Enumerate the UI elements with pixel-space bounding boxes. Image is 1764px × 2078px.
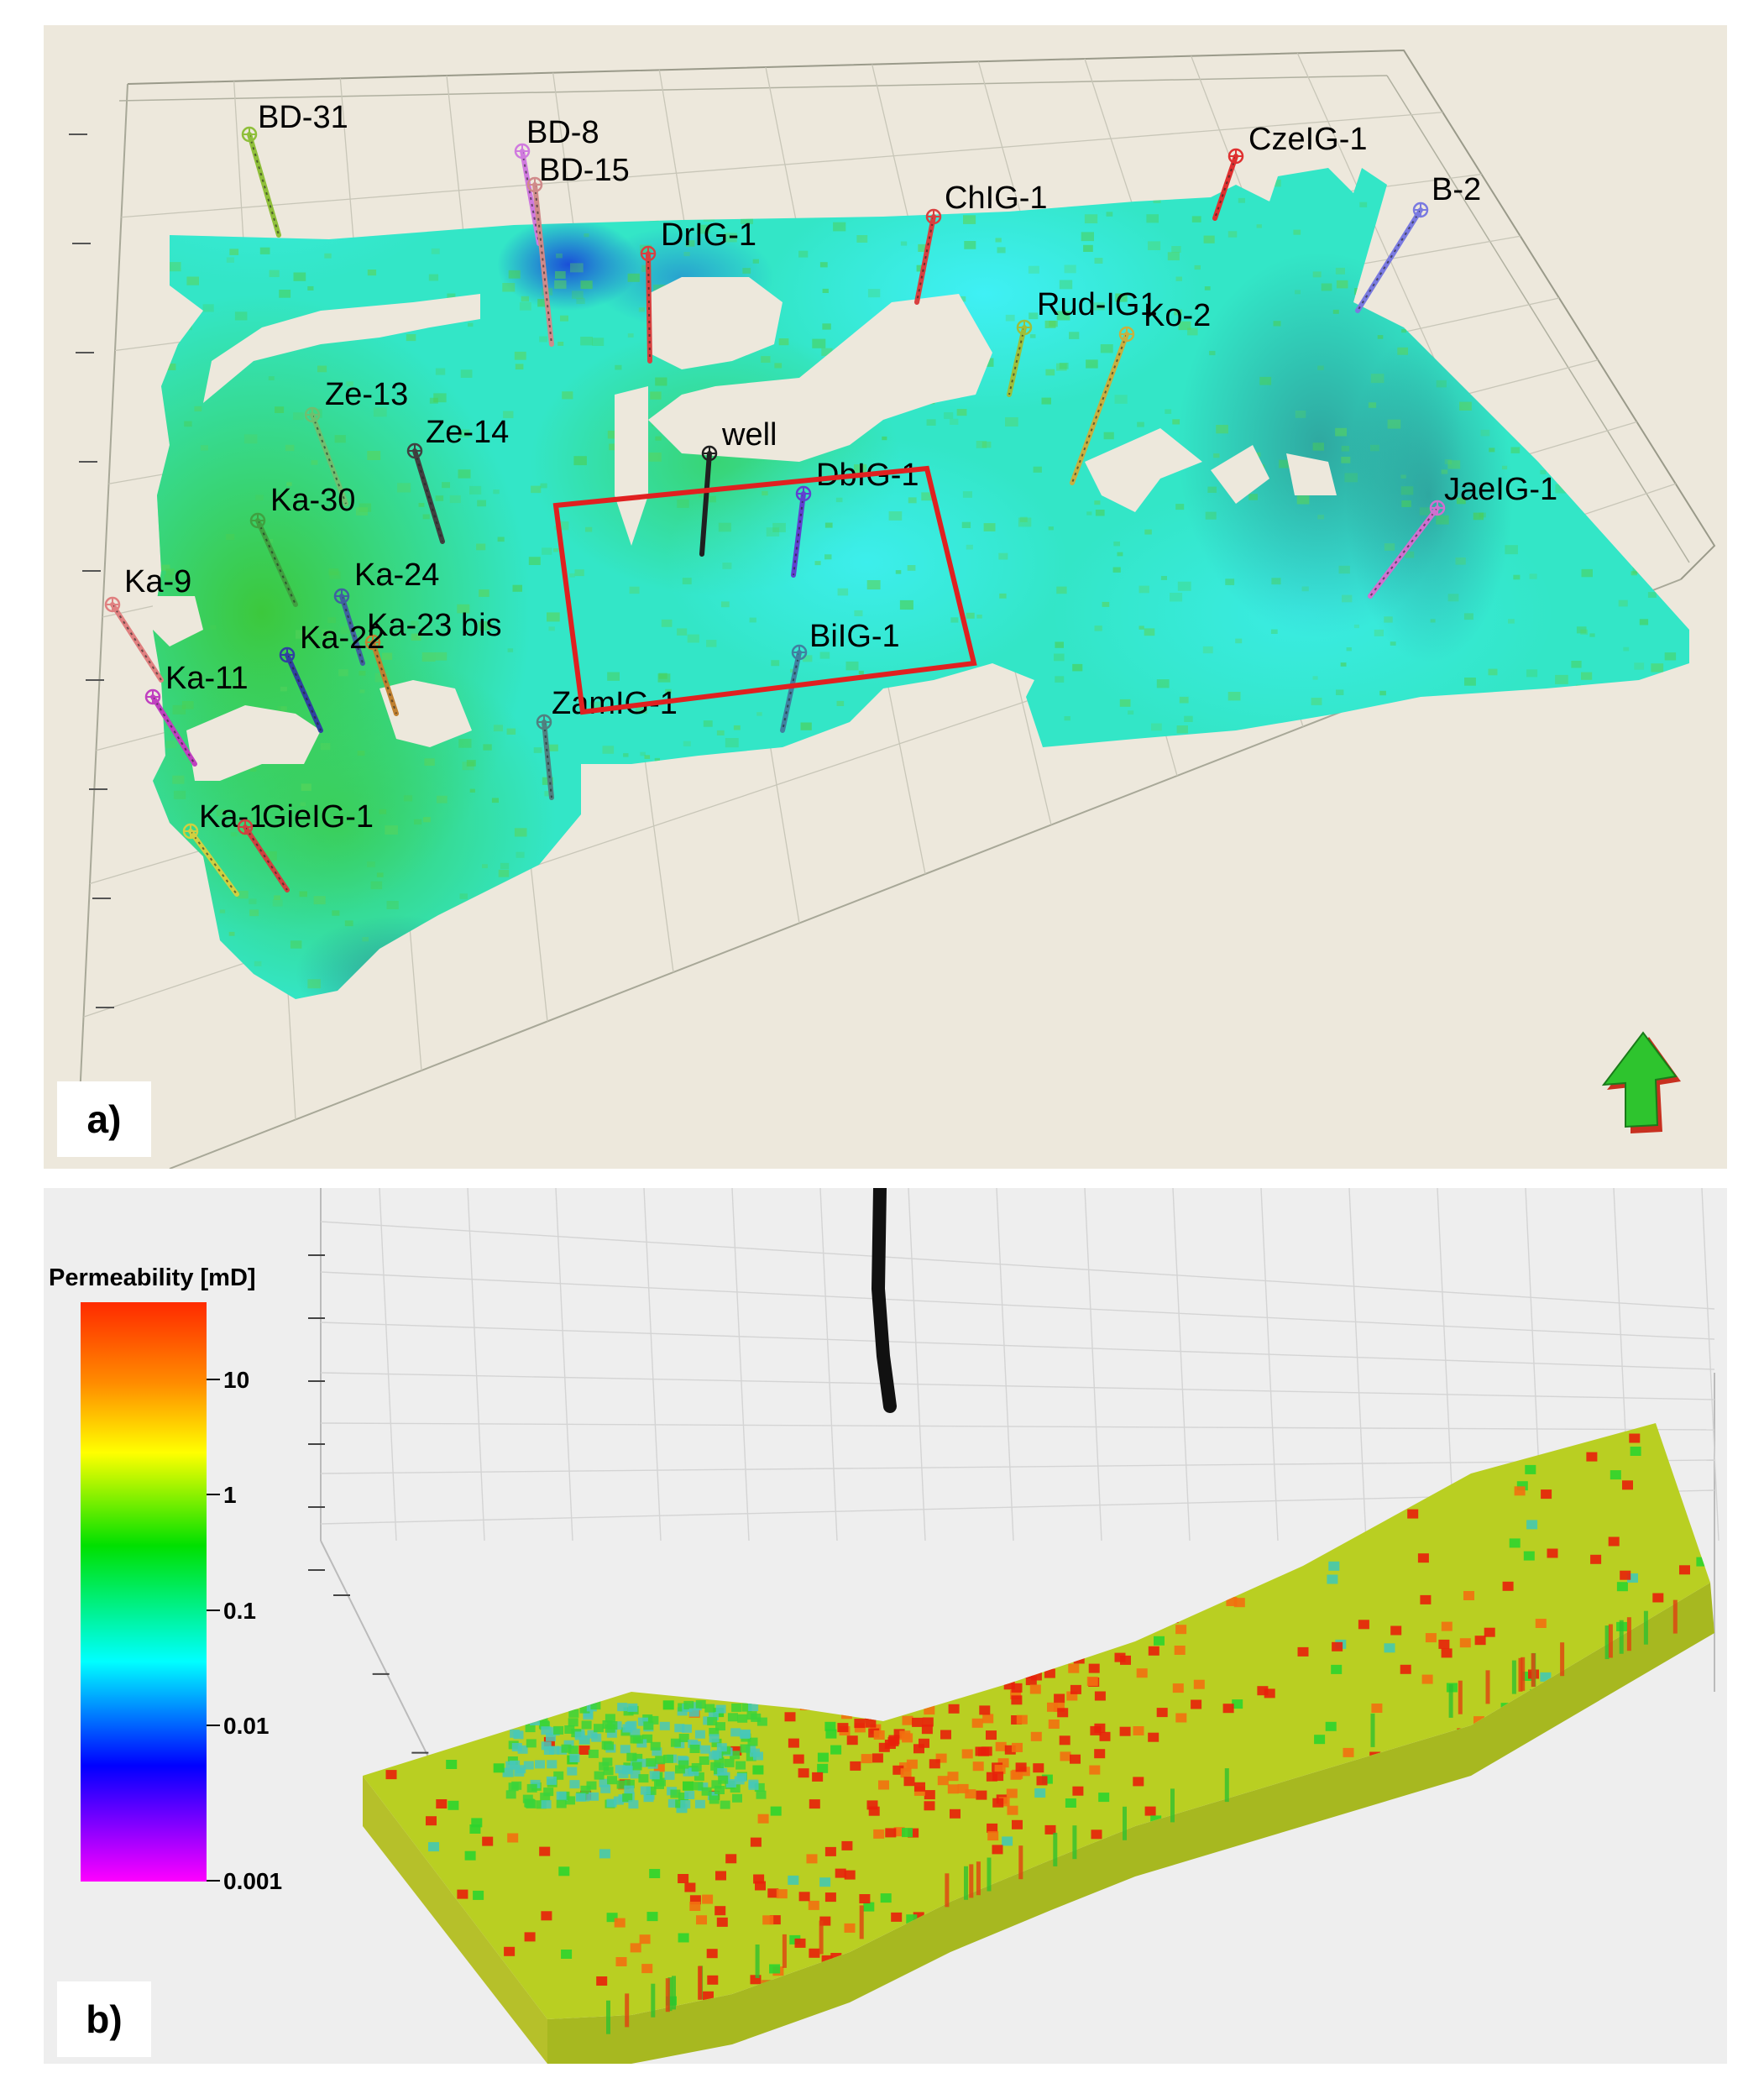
well-bd-31[interactable]: BD-31: [241, 100, 348, 238]
well-ka-22[interactable]: Ka-22: [279, 620, 385, 733]
well-label: BD-31: [258, 100, 348, 135]
colorbar-tick-label: 0.01: [223, 1713, 270, 1739]
well-b-2[interactable]: B-2: [1355, 172, 1481, 313]
well-head-marker: [279, 646, 296, 663]
well-head-marker: [241, 126, 258, 143]
well-label: Rud-IG1: [1037, 287, 1158, 322]
colorbar-tick-label: 0.1: [223, 1598, 256, 1624]
well-rud-ig1[interactable]: Rud-IG1: [1007, 287, 1158, 397]
permeability-3d-view[interactable]: Permeability [mD] 10 1 0.1 0.01 0.001: [44, 1188, 1727, 2064]
well-head-marker: [791, 644, 808, 661]
well-ka-24[interactable]: Ka-24: [333, 557, 439, 666]
well-ka-1[interactable]: Ka-1: [182, 799, 266, 897]
well-label: Ka-24: [354, 557, 439, 593]
well-bd-8[interactable]: BD-8: [514, 115, 599, 246]
well-label: well: [721, 417, 777, 453]
well-label: ChIG-1: [945, 181, 1047, 216]
well-ka-9[interactable]: Ka-9: [104, 564, 191, 683]
reservoir-3d-view[interactable]: BD-31 BD-8BD-15 DrIG-1 ChIG-1 CzeIG-1 B-2 Rud-…: [44, 25, 1727, 1169]
well-head-marker: [406, 442, 423, 459]
selection-rectangle: [552, 465, 977, 715]
well-label: Ka-9: [124, 564, 191, 599]
well-ka-11[interactable]: Ka-11: [144, 661, 249, 767]
well-label: B-2: [1432, 172, 1481, 207]
well-head-marker: [1412, 202, 1429, 218]
well-label: CzeIG-1: [1248, 122, 1367, 157]
well-label: GieIG-1: [262, 799, 374, 835]
well-ka-23-bis[interactable]: Ka-23 bis: [364, 608, 502, 716]
colorbar-tick-label: 10: [223, 1367, 249, 1393]
well-head-marker: [1429, 500, 1446, 516]
well-head-marker: [144, 688, 161, 705]
permeability-model-panel: Permeability [mD] 10 1 0.1 0.01 0.001 b): [44, 1188, 1727, 2064]
well-head-marker: [640, 245, 657, 262]
well-label: Ze-13: [325, 377, 408, 412]
well-head-marker: [536, 714, 552, 730]
well-head-marker: [182, 823, 199, 840]
north-arrow-icon: [1601, 1031, 1681, 1133]
well-trajectory: [871, 1188, 897, 1413]
well-head-marker: [237, 819, 254, 835]
colorbar-tick-label: 0.001: [223, 1868, 282, 1894]
well-trajectories: BD-31 BD-8BD-15 DrIG-1 ChIG-1 CzeIG-1 B-2 Rud-…: [104, 100, 1557, 897]
well-label: BiIG-1: [809, 619, 900, 654]
well-head-marker: [526, 176, 543, 193]
well-drig-1[interactable]: DrIG-1: [640, 217, 756, 364]
panel-b-tag: b): [57, 1981, 151, 2057]
well-label: Ze-14: [426, 415, 509, 450]
well-label: BD-8: [526, 115, 599, 150]
well-label: Ka-22: [300, 620, 385, 656]
well-head-marker: [304, 406, 321, 423]
well-ko-2[interactable]: Ko-2: [1070, 298, 1211, 485]
reservoir-map-panel: BD-31 BD-8 BD-15 DrIG-1 ChIG-1 CzeIG-1 B-2 Rud-…: [44, 25, 1727, 1169]
permeability-block: [363, 1423, 1714, 2064]
well-path[interactable]: [871, 1188, 897, 1413]
well-label: Ko-2: [1144, 298, 1211, 333]
well-head-marker: [1227, 148, 1244, 165]
well-head-marker: [1016, 319, 1033, 336]
well-biig-1[interactable]: BiIG-1: [780, 619, 900, 733]
well-head-marker: [104, 596, 121, 613]
well-ze-14[interactable]: Ze-14: [406, 415, 509, 544]
well-ze-13[interactable]: Ze-13: [304, 377, 408, 506]
well-head-marker: [925, 208, 942, 225]
well-head-marker: [795, 485, 812, 502]
well-gieig-1[interactable]: GieIG-1: [237, 799, 374, 892]
colorbar-gradient: [81, 1302, 207, 1882]
well-label: JaeIG-1: [1444, 472, 1557, 507]
colorbar-tick-label: 1: [223, 1482, 237, 1508]
permeability-surface: [153, 168, 1689, 999]
well-label: Ka-11: [165, 661, 249, 696]
well-jaeig-1[interactable]: JaeIG-1: [1368, 472, 1557, 599]
well-head-marker: [701, 445, 718, 462]
well-head-marker: [249, 512, 266, 529]
colorbar-title: Permeability [mD]: [49, 1264, 256, 1291]
well-head-marker: [514, 143, 531, 160]
permeability-colorbar: Permeability [mD] 10 1 0.1 0.01 0.001: [49, 1264, 282, 1894]
well-bd-15[interactable]: BD-15: [526, 153, 630, 347]
well-chig-1[interactable]: ChIG-1: [914, 181, 1047, 305]
well-label: Ka-23 bis: [367, 608, 502, 643]
well-head-marker: [364, 634, 381, 651]
well-label: Ka-30: [270, 483, 355, 518]
well-czeig-1[interactable]: CzeIG-1: [1212, 122, 1367, 221]
panel-a-tag: a): [57, 1081, 151, 1157]
well-ka-30[interactable]: Ka-30: [249, 483, 355, 607]
well-head-marker: [333, 588, 350, 605]
well-label: Ka-1: [199, 799, 266, 835]
well-label: BD-15: [539, 153, 630, 188]
well-label: DrIG-1: [661, 217, 756, 253]
well-well[interactable]: well: [699, 417, 777, 557]
well-head-marker: [1118, 326, 1135, 343]
